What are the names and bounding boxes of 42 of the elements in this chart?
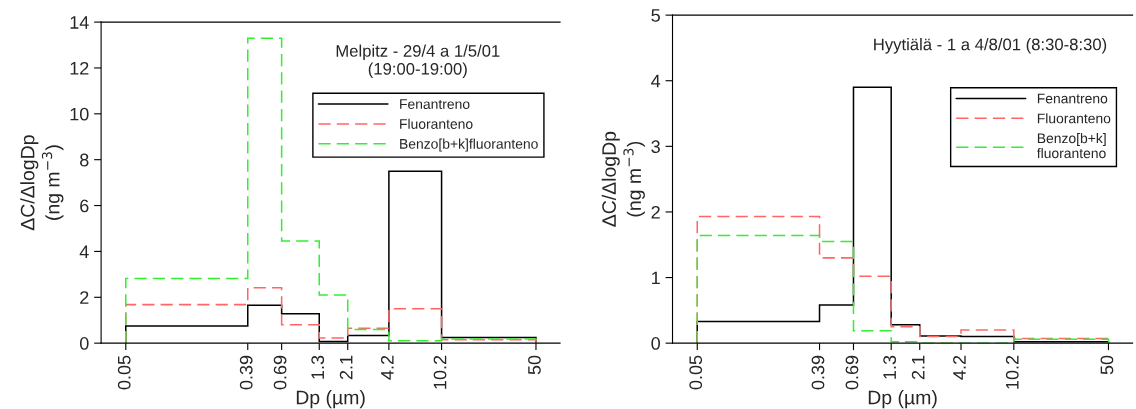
text: Hyytiälä - 1 a 4/8/01 (8:30-8:30): [874, 38, 1107, 54]
y-axis-title: ΔC/ΔlogDp (ng m$^{−3}$): [601, 131, 645, 227]
x-tick-label: 2.1: [911, 355, 925, 380]
x-axis-title: Dp (µm): [296, 390, 365, 409]
y-tick-label: 4: [79, 245, 89, 258]
x-tick-label: 10.2: [1005, 355, 1019, 389]
y-tick-label: 5: [651, 9, 660, 22]
y-tick-label: 14: [70, 16, 89, 29]
y-tick-label: 3: [651, 140, 660, 154]
y-tick-label: 4: [651, 74, 661, 88]
y-tick-label: 6: [80, 199, 89, 213]
x-tick-label: 50: [528, 355, 541, 375]
x-tick-label: 0.05: [689, 355, 703, 390]
x-tick-label: 50: [1100, 355, 1114, 375]
legend-label: Benzo[b+k] fluoranteno: [1036, 133, 1106, 159]
text: Melpitz - 29/4 a 1/5/01 (19:00-19:00): [336, 44, 500, 79]
y-tick-label: 0: [651, 337, 660, 350]
x-tick-label: 10.2: [433, 355, 447, 389]
x-axis-title: Dp (µm): [868, 390, 937, 409]
x-tick-label: 0.69: [845, 355, 859, 390]
legend-label: Benzo[b+k]fluoranteno: [400, 138, 538, 152]
x-tick-label: 1.3: [883, 355, 897, 379]
y-tick-label: 12: [70, 61, 89, 75]
y-tick-label: 10: [70, 107, 89, 121]
y-tick-label: 2: [651, 205, 660, 219]
y-tick-label: 0: [79, 337, 89, 350]
x-tick-label: 0.39: [239, 355, 253, 390]
x-tick-label: 0.39: [811, 355, 825, 390]
x-tick-label: 2.1: [339, 355, 353, 380]
x-tick-label: 0.05: [117, 355, 131, 390]
legend-label: Fluoranteno: [1037, 113, 1111, 124]
x-tick-label: 4.2: [953, 355, 966, 380]
legend-label: Fluoranteno: [400, 118, 473, 129]
y-tick-label: 8: [80, 153, 89, 167]
y-tick-label: 2: [80, 291, 89, 304]
x-tick-label: 0.69: [273, 355, 287, 390]
x-tick-label: 4.2: [380, 355, 394, 380]
y-axis-title: ΔC/ΔlogDp (ng m$^{−3}$): [20, 135, 64, 231]
legend-label: Fenantreno: [1037, 93, 1108, 104]
legend-label: Fenantreno: [400, 99, 470, 109]
y-tick-label: 1: [652, 271, 660, 285]
x-tick-label: 1.3: [311, 355, 325, 379]
